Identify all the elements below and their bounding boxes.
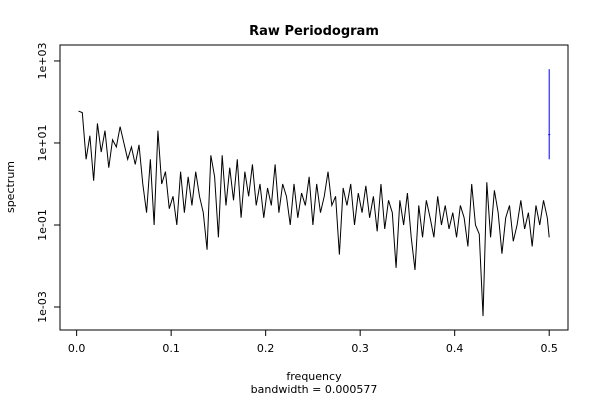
x-tick-label: 0.5 (540, 342, 558, 355)
x-tick-label: 0.3 (351, 342, 369, 355)
spectrum-line (78, 110, 550, 317)
y-tick-label: 1e-01 (36, 209, 49, 241)
y-tick-label: 1e+03 (36, 42, 49, 79)
x-tick-label: 0.4 (446, 342, 464, 355)
subtitle: bandwidth = 0.000577 (251, 383, 378, 396)
x-tick-label: 0.2 (257, 342, 275, 355)
y-axis-label: spectrum (4, 161, 17, 213)
plot-frame (59, 44, 569, 331)
y-tick-label: 1e+01 (36, 124, 49, 161)
x-axis-label: frequency (286, 370, 342, 383)
x-tick-label: 0.1 (162, 342, 180, 355)
chart-title: Raw Periodogram (249, 24, 379, 39)
y-tick-label: 1e-03 (36, 291, 49, 323)
x-tick-label: 0.0 (68, 342, 86, 355)
